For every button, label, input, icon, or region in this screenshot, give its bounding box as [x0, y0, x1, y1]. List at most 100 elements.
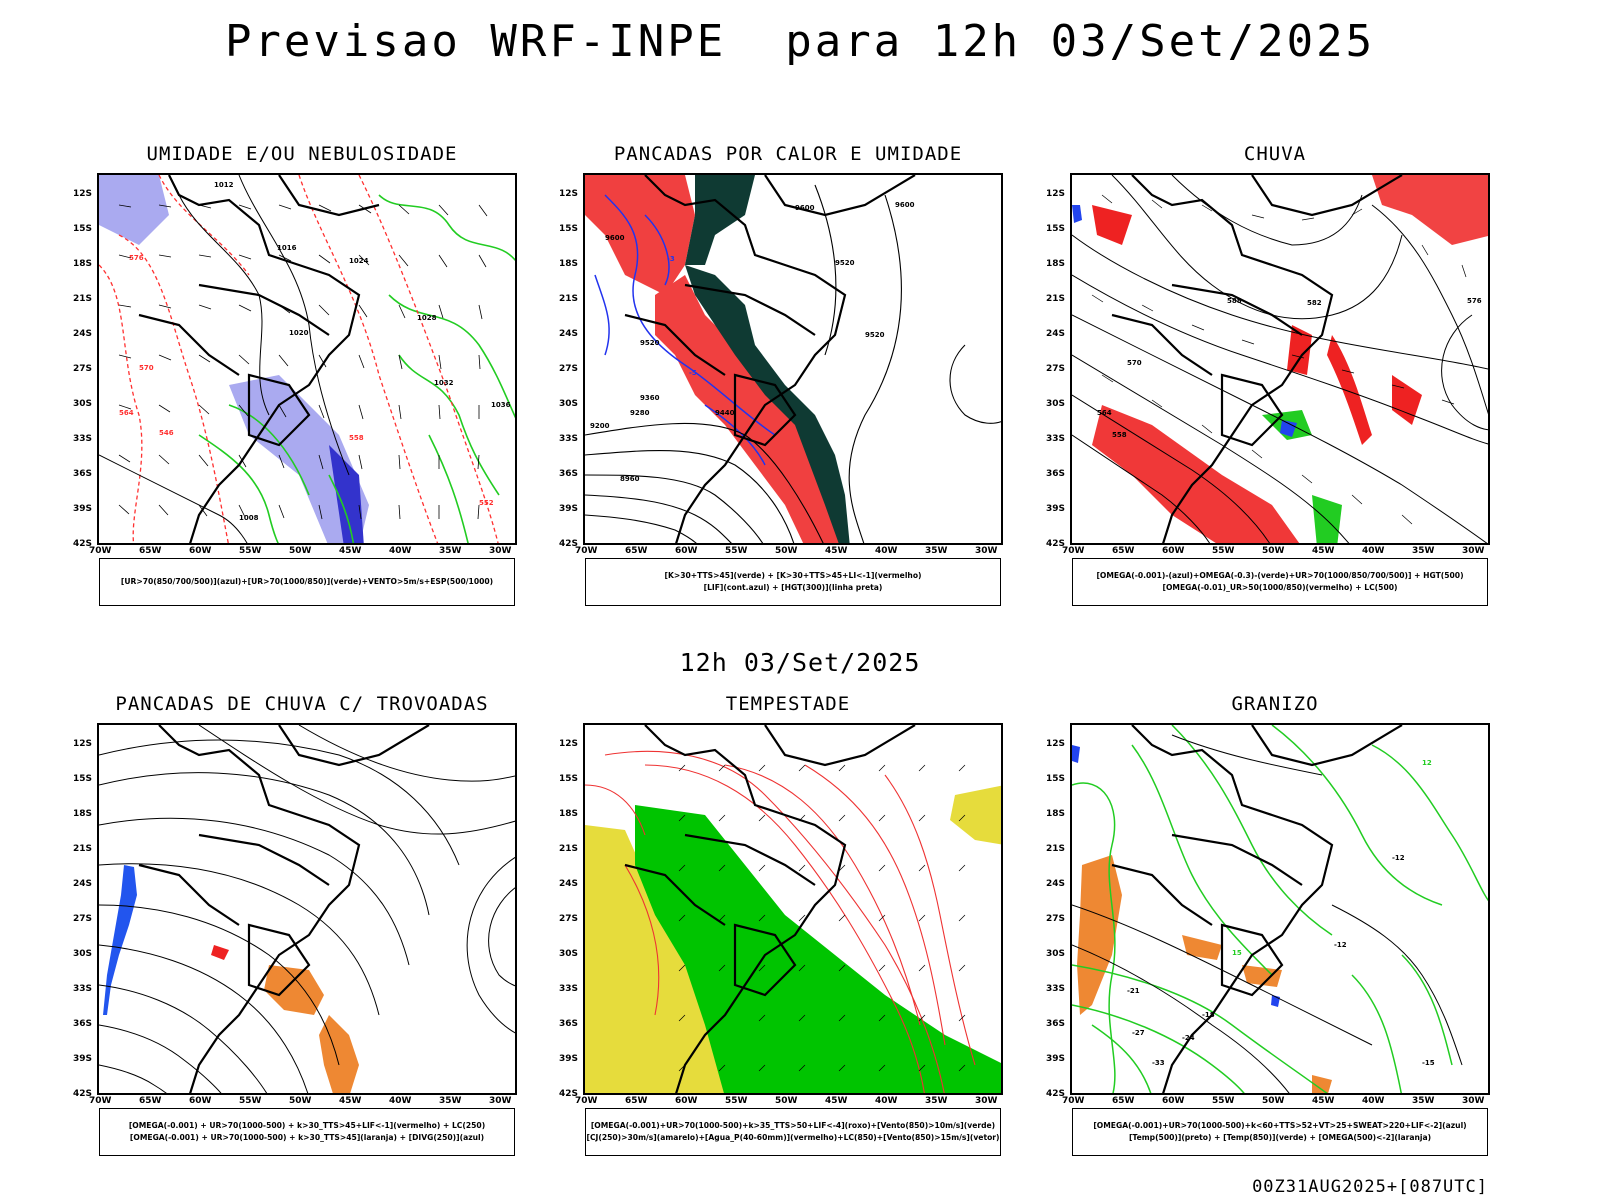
lon-tick-label: 70W [1062, 546, 1085, 556]
lat-tick-label: 36S [559, 1019, 579, 1029]
lon-tick-label: 50W [775, 1096, 798, 1106]
lon-tick-label: 50W [289, 546, 312, 556]
lon-tick-label: 30W [1462, 1096, 1485, 1106]
lat-tick-label: 21S [73, 294, 93, 304]
lat-tick-label: 21S [1046, 294, 1066, 304]
lat-tick-label: 24S [73, 879, 93, 889]
lon-tick-label: 35W [925, 546, 948, 556]
panel-title: PANCADAS POR CALOR E UMIDADE [613, 143, 963, 165]
lat-tick-label: 33S [559, 984, 579, 994]
lon-tick-label: 45W [1312, 546, 1335, 556]
contour-label: -12 [1334, 941, 1347, 949]
lat-tick-label: 12S [559, 739, 579, 749]
lat-tick-label: 30S [1046, 949, 1066, 959]
legend-line: [LIF](cont.azul) + [HGT(300)](linha pret… [703, 583, 883, 592]
contour-label: 9200 [590, 422, 610, 430]
lat-tick-label: 27S [559, 914, 579, 924]
contour-label: 1024 [349, 257, 369, 265]
lon-tick-label: 30W [489, 546, 512, 556]
lat-tick-label: 30S [73, 949, 93, 959]
contour-label: 1028 [417, 314, 437, 322]
main-title: Previsao WRF-INPE para 12h 03/Set/2025 [224, 16, 1376, 67]
map-granizo: -12 -15 -18 -21 -24 -27 -33 -12 12 15 [1070, 723, 1490, 1095]
lat-tick-label: 18S [73, 259, 93, 269]
lon-tick-label: 35W [1412, 546, 1435, 556]
panel-legend: [K>30+TTS>45](verde) + [K>30+TTS>45+LI<-… [585, 558, 1001, 606]
lon-tick-label: 70W [575, 1096, 598, 1106]
lon-tick-label: 35W [439, 1096, 462, 1106]
lat-tick-label: 15S [1046, 224, 1066, 234]
legend-line: [OMEGA(-0.001) + UR>70(1000-500) + k>30_… [129, 1133, 485, 1142]
lon-tick-label: 45W [339, 546, 362, 556]
contour-label: 8960 [620, 475, 640, 483]
lon-tick-label: 40W [875, 546, 898, 556]
contour-label: 9520 [835, 259, 855, 267]
lon-tick-label: 30W [489, 1096, 512, 1106]
lon-tick-label: 45W [825, 546, 848, 556]
lat-tick-label: 21S [559, 844, 579, 854]
lon-tick-label: 55W [725, 546, 748, 556]
lat-tick-label: 33S [73, 434, 93, 444]
lon-tick-label: 60W [675, 546, 698, 556]
contour-label: -18 [1202, 1011, 1215, 1019]
lon-tick-label: 50W [1262, 546, 1285, 556]
lon-tick-label: 60W [189, 1096, 212, 1106]
contour-label: -15 [1422, 1059, 1435, 1067]
lat-tick-label: 30S [559, 949, 579, 959]
contour-label: 1036 [491, 401, 511, 409]
panel-granizo: GRANIZO [1040, 693, 1510, 1173]
legend-line: [K>30+TTS>45](verde) + [K>30+TTS>45+LI<-… [664, 571, 922, 580]
lat-tick-label: 12S [559, 189, 579, 199]
lat-tick-label: 36S [1046, 469, 1066, 479]
lat-tick-label: 18S [559, 809, 579, 819]
panel-legend: [OMEGA(-0.001)+UR>70(1000-500)+k<60+TTS>… [1072, 1108, 1488, 1156]
contour-label: -27 [1132, 1029, 1145, 1037]
contour-label: 552 [479, 499, 494, 507]
panel-pancadas-calor: PANCADAS POR CALOR E UMIDADE [553, 143, 1023, 623]
lon-tick-label: 35W [925, 1096, 948, 1106]
lat-tick-label: 15S [559, 774, 579, 784]
map-pancadas-calor: 9600 9600 9600 9520 9520 9520 9440 9360 … [583, 173, 1003, 545]
lat-tick-label: 30S [559, 399, 579, 409]
map-canvas: 588 582 576 570 564 558 [1072, 175, 1488, 543]
contour-label: 9360 [640, 394, 660, 402]
lon-tick-label: 70W [89, 1096, 112, 1106]
lat-tick-label: 27S [559, 364, 579, 374]
panel-pancadas-trovoadas: PANCADAS DE CHUVA C/ TROVOADAS [67, 693, 537, 1173]
lon-tick-label: 60W [675, 1096, 698, 1106]
lat-tick-label: 27S [1046, 914, 1066, 924]
legend-line: [OMEGA(-0.001)-(azul)+OMEGA(-0.3)-(verde… [1096, 571, 1464, 580]
panel-title: TEMPESTADE [725, 693, 851, 715]
contour-label: 576 [129, 254, 144, 262]
lon-tick-label: 70W [1062, 1096, 1085, 1106]
lat-tick-label: 39S [1046, 504, 1066, 514]
map-canvas: 9600 9600 9600 9520 9520 9520 9440 9360 … [585, 175, 1001, 543]
lon-tick-label: 40W [875, 1096, 898, 1106]
lon-tick-label: 60W [1162, 546, 1185, 556]
panel-legend: [OMEGA(-0.001)-(azul)+OMEGA(-0.3)-(verde… [1072, 558, 1488, 606]
panel-title: PANCADAS DE CHUVA C/ TROVOADAS [115, 693, 489, 715]
contour-label: 1016 [277, 244, 297, 252]
contour-label: -33 [1152, 1059, 1165, 1067]
lon-tick-label: 50W [775, 546, 798, 556]
legend-line: [OMEGA(-0.001) + UR>70(1000-500) + k>30_… [128, 1121, 486, 1130]
lon-tick-label: 35W [1412, 1096, 1435, 1106]
lon-tick-label: 55W [239, 1096, 262, 1106]
panel-legend: [OMEGA(-0.001)+UR>70(1000-500)+k>35_TTS>… [585, 1108, 1001, 1156]
panel-umidade: UMIDADE E/OU NEBULOSIDADE [67, 143, 537, 623]
contour-label: 558 [349, 434, 364, 442]
map-canvas [99, 725, 515, 1093]
map-pancadas-trovoadas [97, 723, 517, 1095]
lon-tick-label: 40W [1362, 1096, 1385, 1106]
legend-line: [CJ(250)>30m/s](amarelo)+[Agua_P(40-60mm… [586, 1133, 1000, 1142]
contour-label: 588 [1227, 297, 1242, 305]
contour-label: 570 [139, 364, 154, 372]
lat-tick-label: 21S [1046, 844, 1066, 854]
lon-tick-label: 65W [1112, 546, 1135, 556]
lat-tick-label: 33S [1046, 984, 1066, 994]
contour-label: 1032 [434, 379, 454, 387]
map-umidade: 1012 1016 1020 1024 1028 1032 1036 1008 … [97, 173, 517, 545]
lat-tick-label: 39S [1046, 1054, 1066, 1064]
lon-tick-label: 65W [1112, 1096, 1135, 1106]
contour-label: 9600 [605, 234, 625, 242]
